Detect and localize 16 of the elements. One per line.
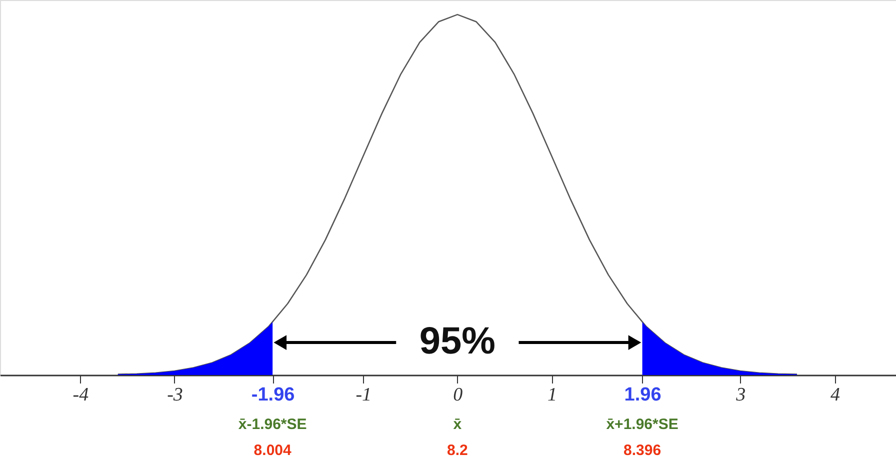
text: x̄-1.96*SE	[238, 416, 307, 433]
x-tick-label: -4	[72, 384, 90, 406]
x-tick-label: -1.96	[251, 384, 295, 406]
text: 8.396	[624, 442, 662, 459]
text: 8.2	[447, 442, 468, 459]
x-tick-label: 1	[547, 384, 557, 406]
x-tick-label: -1	[356, 384, 372, 406]
x-tick-label: 3	[735, 384, 746, 406]
text: 8.004	[254, 442, 292, 459]
annotation: 95%	[419, 320, 496, 363]
text: x̄	[453, 416, 462, 433]
x-tick-label: 1.96	[624, 384, 662, 406]
x-tick-label: 4	[830, 384, 840, 406]
x-tick-label: 0	[453, 384, 464, 406]
text: x̄+1.96*SE	[606, 416, 678, 433]
x-tick-label: -3	[167, 384, 183, 406]
